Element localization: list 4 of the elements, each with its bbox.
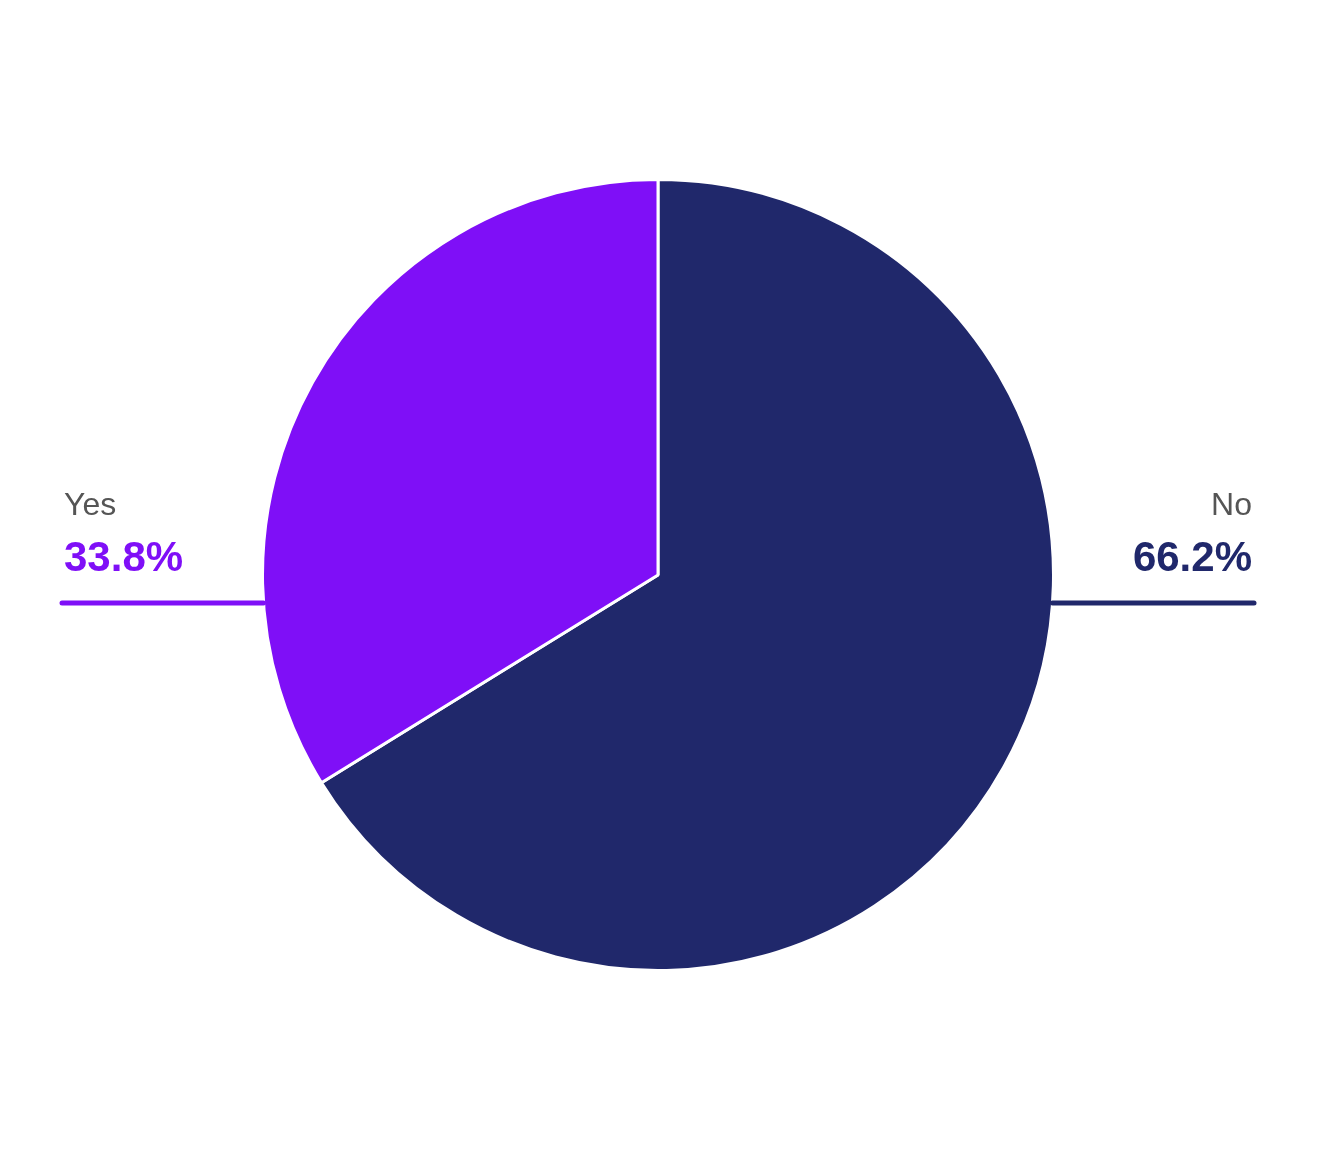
slice-label: Yes [64, 486, 117, 522]
data-label: 33.8% [64, 533, 184, 580]
slice-label: No [1211, 486, 1252, 522]
data-label: 66.2% [1132, 533, 1252, 580]
